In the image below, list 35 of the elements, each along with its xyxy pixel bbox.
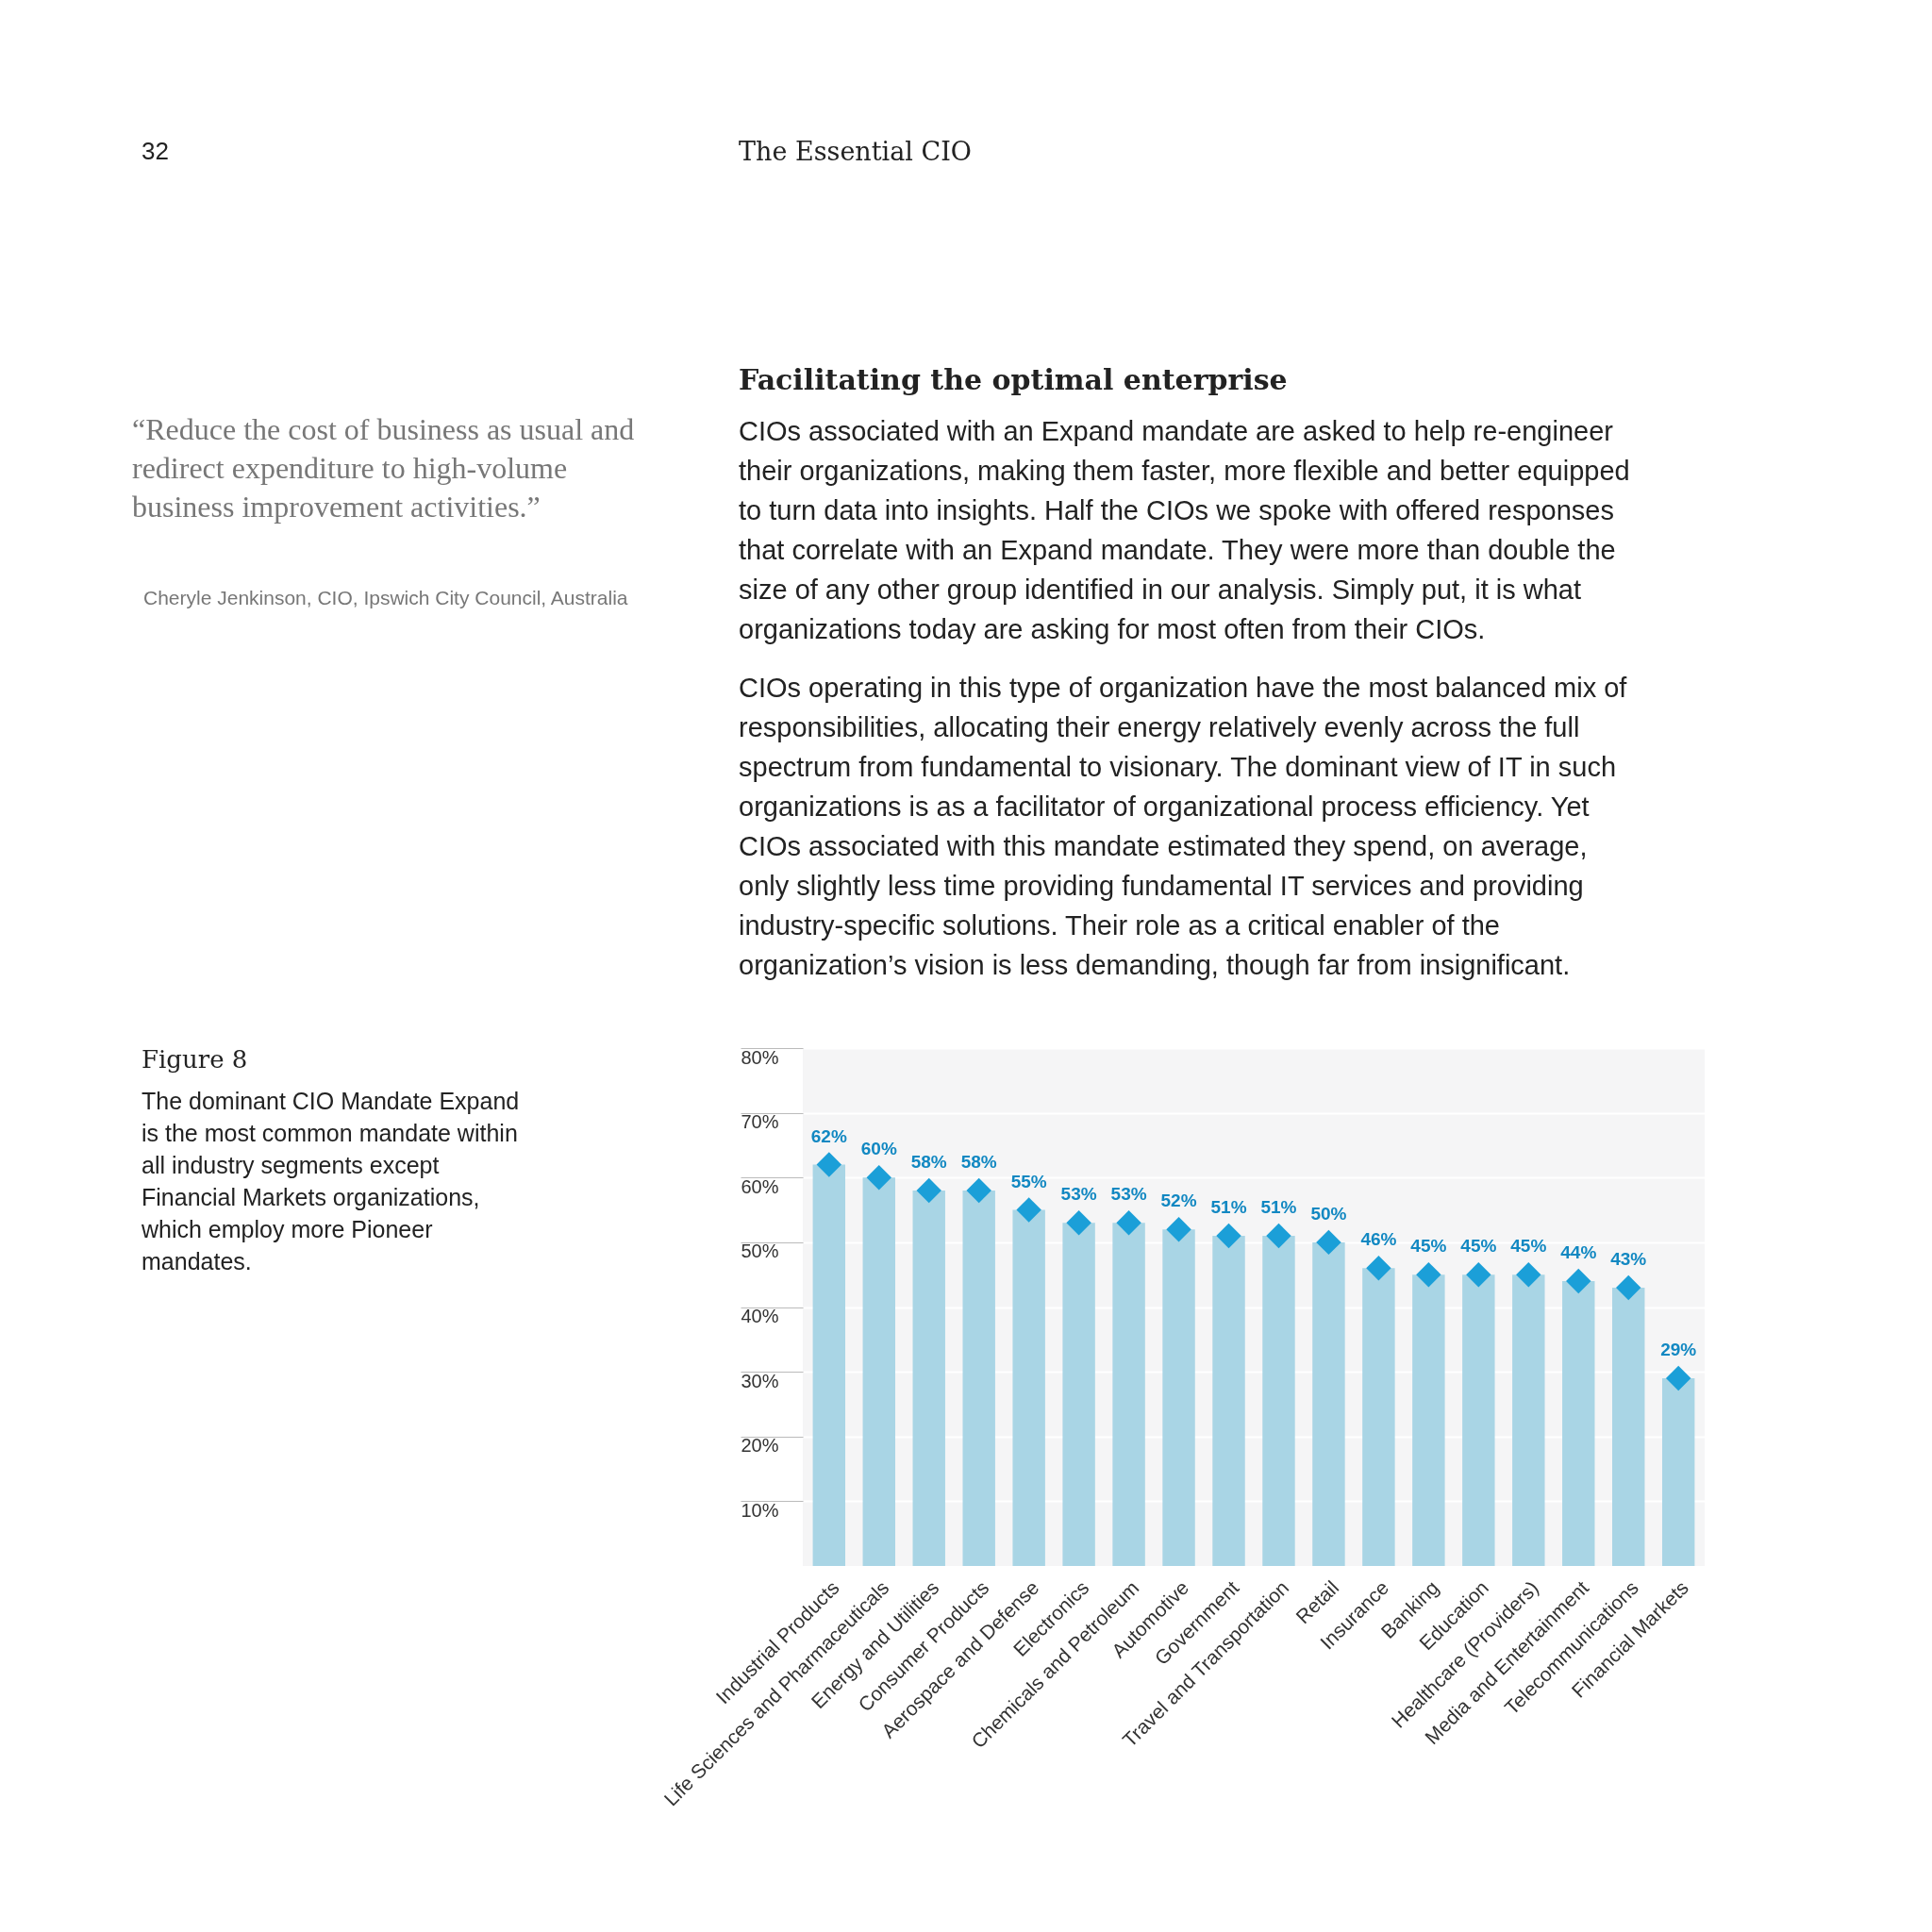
- text: 32: [142, 137, 170, 166]
- text: CIOs associated with an Expand mandate are asked to help re-engineer their organizations, making them faster, more flexible and better equipped to turn data into insights. Half the CIOs we spoke with offered responses that correlate with an Expand mandate. They were more than double the size of any other group identified in our analysis. Simply put, it is what organizations today are asking for most often from their CIOs.: [739, 415, 1631, 646]
- text: Figure 8: [142, 1045, 249, 1074]
- text: The dominant CIO Mandate Expand is the most common mandate within all industry segments except Financial Markets organizations, which employ more Pioneer mandates.: [142, 1087, 521, 1276]
- data-label: 45%: [1460, 1236, 1497, 1257]
- y-tick-label: 80%: [741, 1046, 779, 1068]
- data-label: 44%: [1560, 1242, 1597, 1263]
- data-label: 51%: [1260, 1197, 1297, 1218]
- data-label: 52%: [1160, 1191, 1197, 1211]
- data-label: 43%: [1610, 1248, 1647, 1269]
- text: CIOs operating in this type of organization have the most balanced mix of responsibilities, allocating their energy relatively evenly across the full spectrum from fundamental to visionary. The dominant view of IT in such organizations is as a facilitator of organizational process efficiency. Yet CIOs associated with this mandate estimated they spend, on average, only slightly less time providing fundamental IT services and providing industry-specific solutions. Their role as a critical enabler of the organization’s vision is less demanding, though far from insignificant.: [739, 672, 1628, 982]
- data-label: 50%: [1310, 1203, 1347, 1224]
- text: Cheryle Jenkinson, CIO, Ipswich City Council, Australia: [143, 587, 629, 609]
- data-label: 58%: [960, 1151, 997, 1172]
- data-label: 45%: [1510, 1236, 1547, 1257]
- data-label: 62%: [810, 1125, 847, 1146]
- data-label: 29%: [1660, 1339, 1697, 1359]
- text: The Essential CIO: [739, 137, 973, 166]
- data-label: 45%: [1410, 1236, 1447, 1257]
- data-label: 53%: [1110, 1184, 1147, 1205]
- y-tick-label: 20%: [741, 1435, 779, 1457]
- text: Facilitating the optimal enterprise: [739, 363, 1289, 396]
- y-tick-label: 40%: [741, 1306, 779, 1326]
- data-label: 60%: [860, 1139, 897, 1159]
- y-tick-label: 60%: [741, 1175, 779, 1197]
- data-label: 53%: [1060, 1184, 1097, 1205]
- y-tick-label: 70%: [741, 1111, 779, 1133]
- y-tick-label: 30%: [741, 1370, 779, 1391]
- text: “Reduce the cost of business as usual and redirect expenditure to high-volume business improvement activities.”: [132, 411, 636, 525]
- y-tick-label: 50%: [741, 1241, 779, 1262]
- data-label: 46%: [1360, 1229, 1397, 1250]
- data-label: 51%: [1210, 1197, 1247, 1218]
- data-label: 58%: [910, 1151, 947, 1172]
- y-tick-label: 10%: [741, 1499, 779, 1521]
- data-label: 55%: [1010, 1171, 1047, 1191]
